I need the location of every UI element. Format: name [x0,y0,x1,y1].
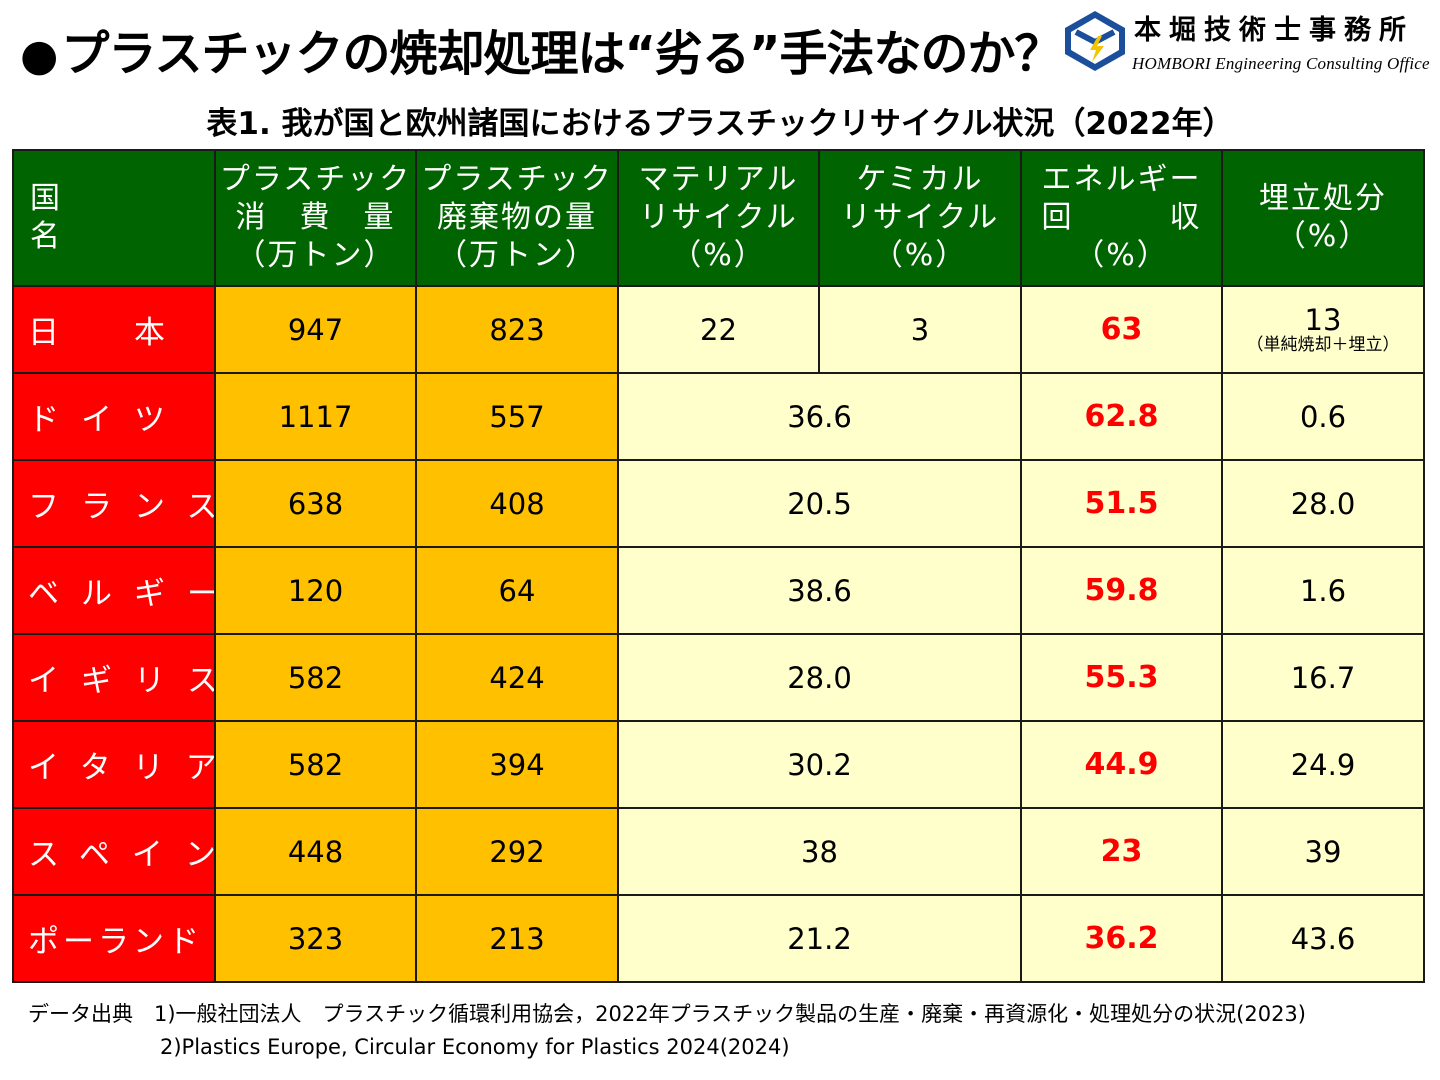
logo-mark-icon [1065,11,1125,71]
waste-cell: 557 [415,372,619,461]
energy-cell: 63 [1020,285,1223,374]
landfill-cell: 28.0 [1221,459,1425,548]
energy-cell: 23 [1020,807,1223,896]
energy-cell: 36.2 [1020,894,1223,983]
table-row: 日 本 947 823 22 3 63 13 （単純焼却＋埋立） [12,285,1425,374]
country-cell: ドイツ [12,372,216,461]
country-cell: スペイン [12,807,216,896]
page-title-text: プラスチックの焼却処理は“劣る”手法なのか？ [61,26,1062,82]
country-cell: イタリア [12,720,216,809]
table-row: ベルギー 120 64 38.6 59.8 1.6 [12,546,1425,635]
source-line-1: データ出典 1)一般社団法人 プラスチック循環利用協会，2022年プラスチック製… [28,1002,1306,1026]
data-source: データ出典 1)一般社団法人 プラスチック循環利用協会，2022年プラスチック製… [28,998,1306,1064]
consumption-cell: 120 [214,546,417,635]
recycling-cell: 30.2 [617,720,1022,809]
landfill-cell: 0.6 [1221,372,1425,461]
header-material: マテリアル リサイクル （%） [617,149,820,287]
recycling-cell: 20.5 [617,459,1022,548]
energy-cell: 59.8 [1020,546,1223,635]
table-row: フランス 638 408 20.5 51.5 28.0 [12,459,1425,548]
consumption-cell: 582 [214,720,417,809]
landfill-cell: 39 [1221,807,1425,896]
consumption-cell: 323 [214,894,417,983]
landfill-value: 13 [1304,302,1342,337]
bullet-icon: ● [20,30,58,81]
waste-cell: 823 [415,285,619,374]
table-row: イタリア 582 394 30.2 44.9 24.9 [12,720,1425,809]
material-cell: 22 [617,285,820,374]
header-landfill: 埋立処分 （%） [1221,149,1425,287]
waste-cell: 213 [415,894,619,983]
energy-cell: 55.3 [1020,633,1223,722]
recycling-cell: 36.6 [617,372,1022,461]
landfill-note: （単純焼却＋埋立） [1246,334,1400,355]
logo-name-jp: 本堀技術士事務所 [1134,15,1414,46]
header-row: 国名 プラスチック消 費 量（万トン） プラスチック 廃棄物の量 （万トン） マテリ… [12,149,1425,287]
table-row: スペイン 448 292 38 23 39 [12,807,1425,896]
recycling-cell: 38 [617,807,1022,896]
landfill-cell: 13 （単純焼却＋埋立） [1221,285,1425,374]
header-chemical: ケミカル リサイクル （%） [818,149,1022,287]
consumption-cell: 448 [214,807,417,896]
consumption-cell: 947 [214,285,417,374]
header-country: 国名 [12,149,216,287]
recycling-table: 国名 プラスチック消 費 量（万トン） プラスチック 廃棄物の量 （万トン） マテリ… [12,149,1425,983]
energy-cell: 51.5 [1020,459,1223,548]
landfill-cell: 16.7 [1221,633,1425,722]
waste-cell: 408 [415,459,619,548]
company-logo: 本堀技術士事務所 HOMBORI Engineering Consulting … [1062,6,1432,78]
energy-cell: 44.9 [1020,720,1223,809]
consumption-cell: 1117 [214,372,417,461]
country-cell: フランス [12,459,216,548]
header-energy: エネルギー回 収（%） [1020,149,1223,287]
landfill-cell: 24.9 [1221,720,1425,809]
waste-cell: 394 [415,720,619,809]
waste-cell: 292 [415,807,619,896]
page-title: ●プラスチックの焼却処理は“劣る”手法なのか？ [20,14,1063,84]
recycling-cell: 38.6 [617,546,1022,635]
source-line-2: 2)Plastics Europe, Circular Economy for … [160,1035,790,1059]
table-row: ポーランド 323 213 21.2 36.2 43.6 [12,894,1425,983]
table-row: ドイツ 1117 557 36.6 62.8 0.6 [12,372,1425,461]
country-cell: 日 本 [12,285,216,374]
energy-cell: 62.8 [1020,372,1223,461]
landfill-cell: 43.6 [1221,894,1425,983]
consumption-cell: 582 [214,633,417,722]
country-cell: イギリス [12,633,216,722]
country-cell: ポーランド [12,894,216,983]
landfill-cell: 1.6 [1221,546,1425,635]
table-title: 表1. 我が国と欧州諸国におけるプラスチックリサイクル状況（2022年） [206,106,1234,142]
consumption-cell: 638 [214,459,417,548]
recycling-cell: 28.0 [617,633,1022,722]
waste-cell: 64 [415,546,619,635]
header-consumption: プラスチック消 費 量（万トン） [214,149,417,287]
chemical-cell: 3 [818,285,1022,374]
logo-name-en: HOMBORI Engineering Consulting Office [1132,54,1430,73]
header-waste: プラスチック 廃棄物の量 （万トン） [415,149,619,287]
waste-cell: 424 [415,633,619,722]
table-row: イギリス 582 424 28.0 55.3 16.7 [12,633,1425,722]
recycling-cell: 21.2 [617,894,1022,983]
country-cell: ベルギー [12,546,216,635]
